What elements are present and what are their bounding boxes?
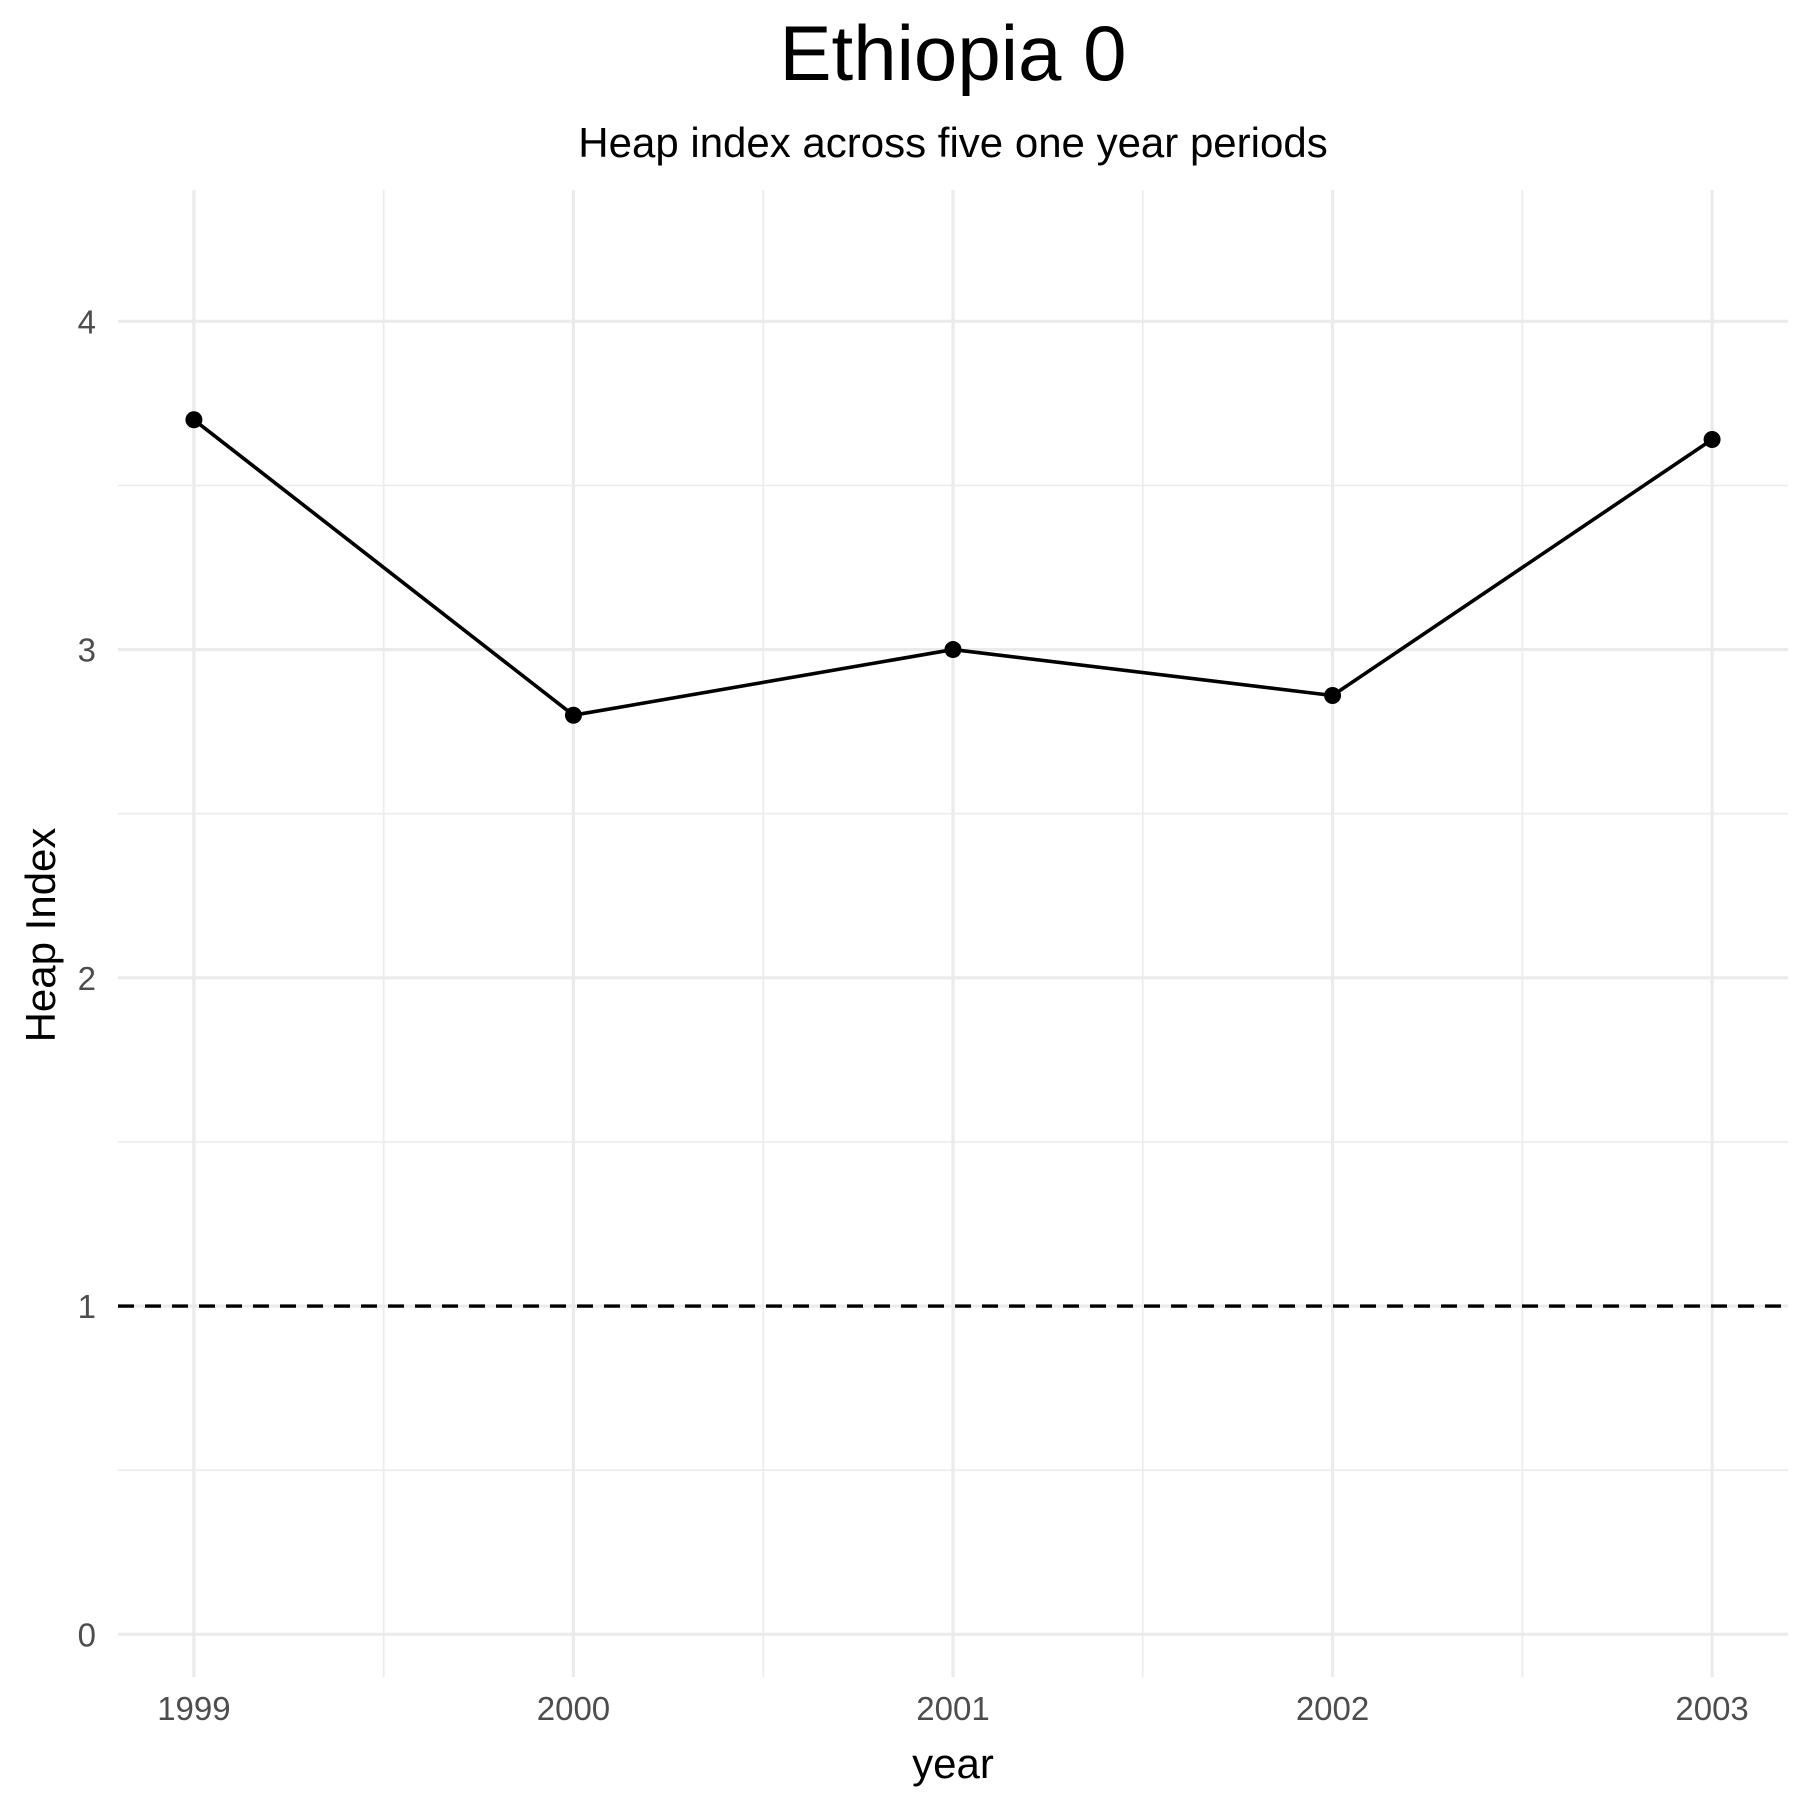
data-point (944, 641, 962, 659)
x-tick-label: 2002 (1296, 1690, 1369, 1727)
chart-title: Ethiopia 0 (780, 9, 1127, 97)
data-point (185, 411, 203, 429)
y-tick-label: 1 (78, 1288, 96, 1325)
data-point (1703, 430, 1721, 448)
y-tick-label: 0 (78, 1616, 96, 1653)
y-tick-label: 3 (78, 632, 96, 669)
x-tick-label: 2001 (916, 1690, 989, 1727)
chart-subtitle: Heap index across five one year periods (578, 119, 1327, 166)
series-layer (185, 411, 1721, 724)
data-point (564, 706, 582, 724)
x-tick-label: 1999 (157, 1690, 230, 1727)
x-tick-label: 2000 (537, 1690, 610, 1727)
y-axis-title: Heap Index (17, 828, 64, 1043)
y-tick-label: 2 (78, 960, 96, 997)
x-axis-title: year (912, 1740, 994, 1787)
y-tick-label: 4 (78, 303, 96, 340)
x-tick-label: 2003 (1675, 1690, 1748, 1727)
data-point (1324, 687, 1342, 705)
grid-layer (118, 190, 1788, 1677)
tick-label-layer: 0 1 2 3 4 1999 2000 2001 2002 2003 (78, 303, 1749, 1727)
